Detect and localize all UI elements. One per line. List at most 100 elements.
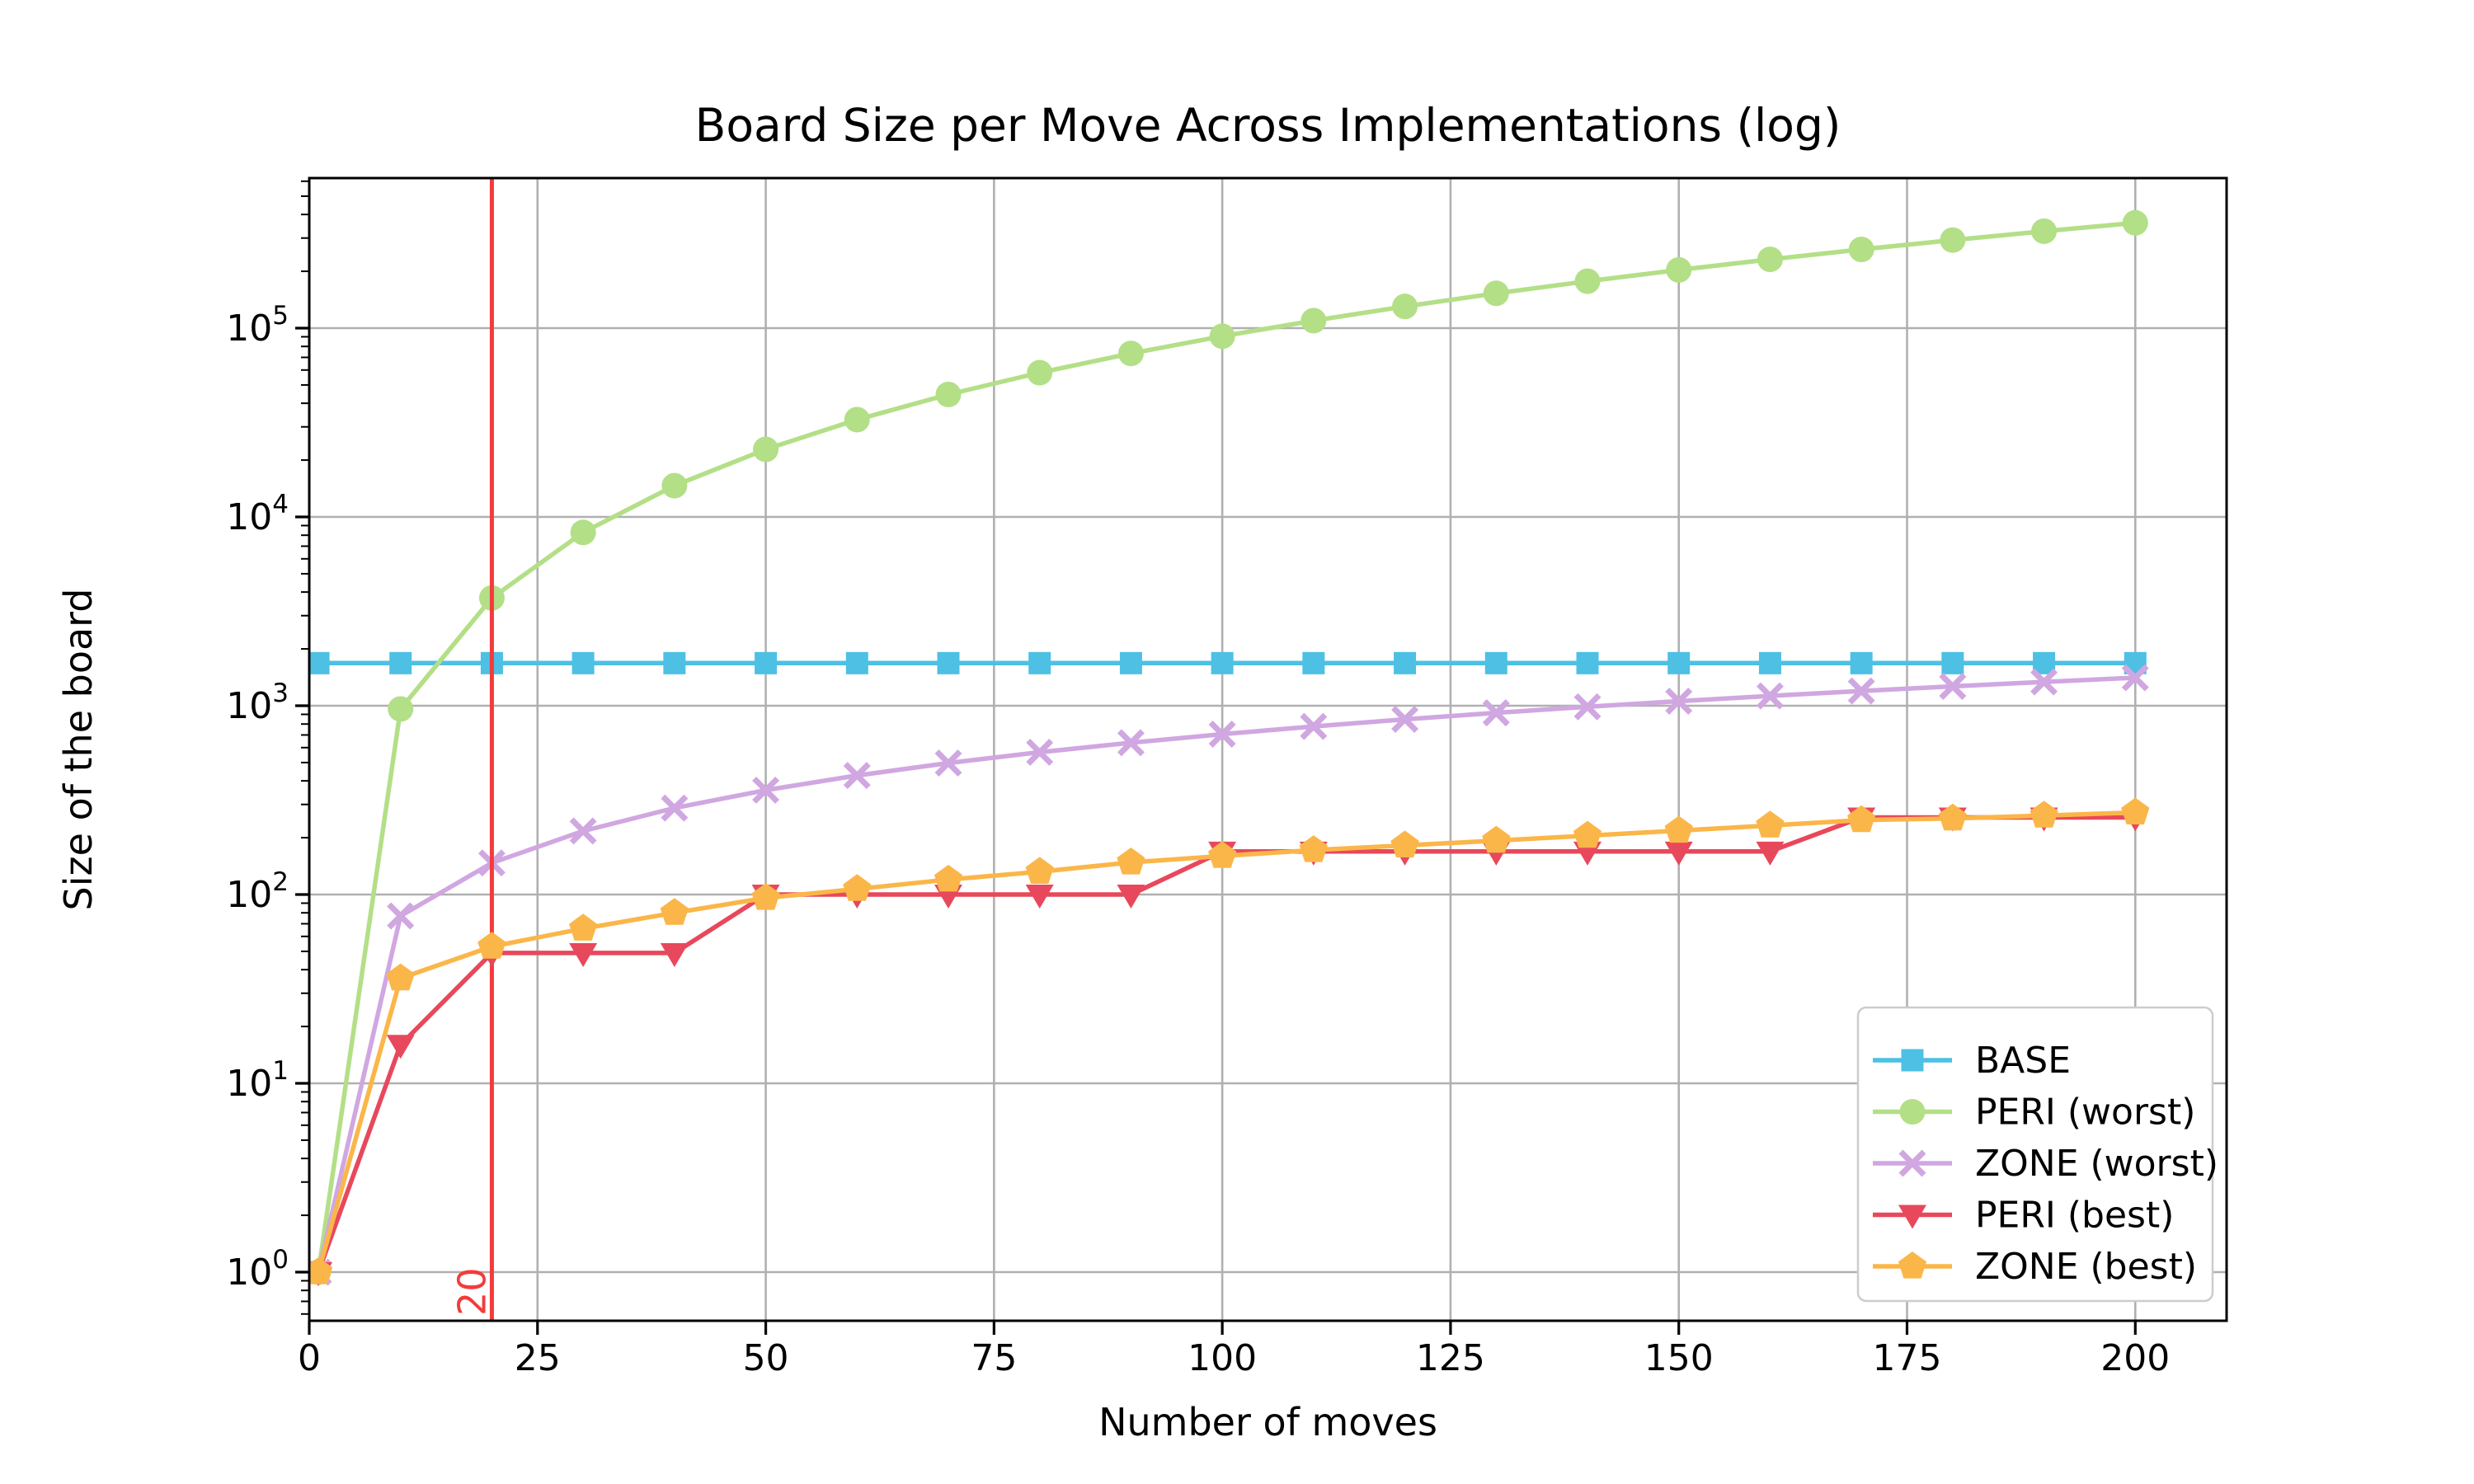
pentagon-marker <box>751 883 780 910</box>
square-marker <box>845 651 868 674</box>
x-marker <box>752 776 780 804</box>
x-marker <box>843 762 871 790</box>
x-tick-label: 150 <box>1644 1337 1714 1379</box>
x-marker <box>1391 706 1419 733</box>
x-marker <box>1898 1149 1926 1177</box>
pentagon-marker <box>843 874 872 901</box>
square-marker <box>1941 651 1964 674</box>
pentagon-marker <box>386 963 415 991</box>
x-marker <box>661 794 689 822</box>
ticks <box>295 180 2137 1335</box>
circle-marker <box>1899 1099 1926 1125</box>
square-marker <box>1758 651 1781 674</box>
square-marker <box>937 651 960 674</box>
pentagon-marker <box>1482 825 1511 853</box>
triangle-down-marker <box>1664 841 1693 866</box>
x-tick-label: 0 <box>298 1337 321 1379</box>
circle-marker <box>1574 268 1601 294</box>
x-marker <box>1847 677 1875 705</box>
x-marker <box>1665 688 1693 715</box>
legend-label: PERI (worst) <box>1975 1092 2195 1134</box>
x-marker <box>1939 672 1967 700</box>
pentagon-marker <box>2030 801 2058 828</box>
x-tick-label: 175 <box>1873 1337 1942 1379</box>
circle-marker <box>1666 256 1692 283</box>
pentagon-marker <box>660 898 689 925</box>
pentagon-marker <box>1847 805 1876 833</box>
square-marker <box>1850 651 1873 674</box>
circle-marker <box>1940 227 1966 253</box>
y-axis-label: Size of the board <box>56 588 101 911</box>
pentagon-marker <box>934 864 963 892</box>
circle-marker <box>1027 359 1053 386</box>
triangle-down-marker <box>660 942 689 967</box>
triangle-down-marker <box>1117 885 1145 909</box>
pentagon-marker <box>1208 841 1237 868</box>
pentagon-marker <box>309 1257 333 1284</box>
x-tick-label: 200 <box>2100 1337 2170 1379</box>
legend-item-peri-worst: PERI (worst) <box>1873 1092 2195 1134</box>
circle-marker <box>844 406 870 433</box>
square-marker <box>389 651 412 674</box>
pentagon-marker <box>569 913 598 941</box>
pentagon-marker <box>2121 797 2150 824</box>
square-marker <box>1302 651 1325 674</box>
x-marker <box>2030 668 2058 696</box>
x-marker <box>1117 729 1145 757</box>
x-marker <box>1208 721 1236 748</box>
circle-marker <box>1848 237 1874 263</box>
series-zone-best <box>309 797 2150 1284</box>
triangle-down-marker <box>1025 885 1054 909</box>
square-marker <box>571 651 595 674</box>
circle-marker <box>1392 294 1418 320</box>
square-marker <box>1576 651 1599 674</box>
legend-box <box>1856 1006 2214 1303</box>
chart-title: Board Size per Move Across Implementatio… <box>694 99 1841 152</box>
triangle-down-marker <box>569 942 598 967</box>
pentagon-marker <box>1756 810 1785 838</box>
circle-marker <box>1483 280 1509 307</box>
legend-item-zone-best: ZONE (best) <box>1873 1246 2197 1288</box>
square-marker <box>1394 651 1417 674</box>
legend-label: BASE <box>1975 1040 2071 1082</box>
pentagon-marker <box>1573 820 1602 848</box>
triangle-down-marker <box>1756 841 1785 866</box>
pentagon-marker <box>1938 803 1967 831</box>
square-marker <box>309 651 330 674</box>
x-axis-label: Number of moves <box>1098 1400 1437 1444</box>
pentagon-marker <box>1664 815 1693 843</box>
legend-label: ZONE (worst) <box>1975 1143 2218 1185</box>
x-tick-label: 50 <box>743 1337 789 1379</box>
legend-label: ZONE (best) <box>1975 1246 2197 1288</box>
x-marker <box>1756 682 1784 710</box>
series-zone-worst <box>309 664 2149 1286</box>
y-tick-label: 101 <box>226 1056 289 1105</box>
x-marker <box>1573 693 1602 721</box>
circle-marker <box>935 381 962 407</box>
pentagon-marker <box>477 932 506 959</box>
axes-spines <box>308 176 2228 1322</box>
square-marker <box>663 651 686 674</box>
x-marker <box>1300 712 1328 740</box>
tick-labels: 0 25 50 75 100 125 150 175 200 100 101 102 103 104 105 <box>226 301 2170 1379</box>
series-layer-front <box>309 797 2150 1286</box>
y-tick-label: 103 <box>226 679 289 727</box>
y-tick-label: 105 <box>226 301 289 350</box>
pentagon-marker <box>1390 830 1419 857</box>
circle-marker <box>1300 308 1327 334</box>
legend-item-zone-worst: ZONE (worst) <box>1873 1143 2218 1185</box>
x-marker <box>1026 738 1054 766</box>
square-marker <box>1484 651 1507 674</box>
legend: BASE PERI (worst) ZONE (worst) PERI (best) Z… <box>1856 1006 2218 1303</box>
vline-label: 20 <box>449 1267 494 1316</box>
x-marker <box>2121 664 2149 692</box>
y-tick-label: 100 <box>226 1245 289 1294</box>
pentagon-marker <box>1117 848 1145 875</box>
x-marker <box>387 902 415 930</box>
x-tick-label: 100 <box>1188 1337 1257 1379</box>
circle-marker <box>1757 247 1783 273</box>
legend-label: PERI (best) <box>1975 1195 2174 1237</box>
circle-marker <box>661 472 688 499</box>
legend-item-base: BASE <box>1873 1040 2071 1082</box>
